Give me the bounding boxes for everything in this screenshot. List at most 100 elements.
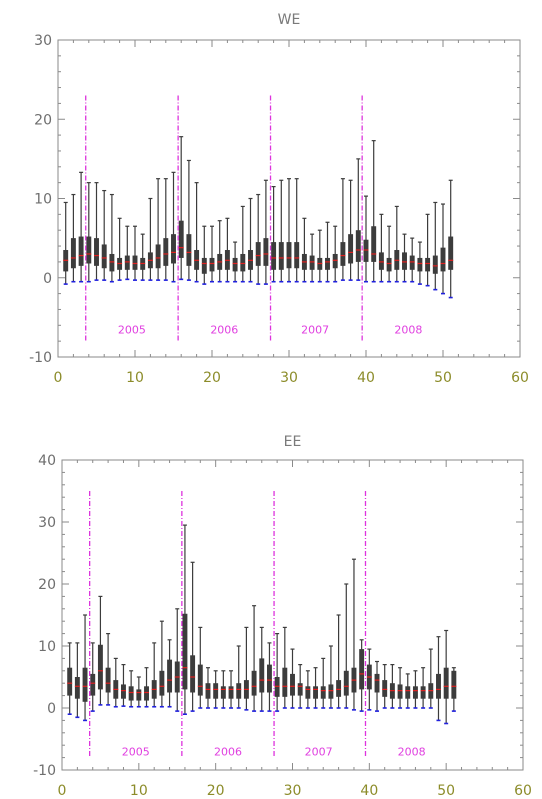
plot2-box xyxy=(197,664,203,696)
plot1-box xyxy=(378,252,384,270)
plot1-box xyxy=(101,244,107,269)
plot2-box xyxy=(121,684,126,699)
plot2-box xyxy=(374,673,380,693)
plot2-box xyxy=(182,613,188,690)
plot2-box xyxy=(67,667,73,696)
plot2-box xyxy=(266,664,272,693)
plot2-title: EE xyxy=(284,434,302,450)
plot1-year-label: 2008 xyxy=(394,323,422,336)
plot1-box xyxy=(94,238,99,266)
plot1-box xyxy=(86,236,92,264)
plot1-box xyxy=(70,238,76,269)
plot2-box xyxy=(74,677,80,699)
plot2-box xyxy=(397,684,403,699)
plot1-box xyxy=(425,257,431,272)
plot1-box xyxy=(417,257,423,272)
plot1-xtick-label: 60 xyxy=(511,370,529,386)
plot1-box xyxy=(278,242,284,270)
plot2-box xyxy=(205,683,211,699)
plot1-year-label: 2007 xyxy=(301,323,329,336)
plot1-box xyxy=(294,242,300,269)
plot2-xtick-label: 60 xyxy=(514,783,532,799)
plot1-box xyxy=(386,257,392,272)
plot1-box xyxy=(448,236,454,270)
plot1-box xyxy=(171,234,176,264)
plot1-box xyxy=(355,230,361,262)
plot2-box xyxy=(167,659,173,693)
plot2-box xyxy=(144,686,149,701)
plot2-box xyxy=(90,673,96,696)
plot1-ytick-label: 20 xyxy=(34,112,52,128)
plot2-box xyxy=(359,649,365,690)
plot1-box xyxy=(432,255,438,274)
plot1-box xyxy=(309,255,315,270)
plot2-ytick-label: 10 xyxy=(38,639,56,655)
plot2-box xyxy=(436,673,441,699)
plot1-box xyxy=(332,253,338,269)
plot2-xtick-label: 30 xyxy=(284,783,302,799)
plot1-box xyxy=(255,242,261,266)
plot1-box xyxy=(440,247,446,272)
plot1-ytick-label: 30 xyxy=(34,33,52,49)
plot2-box xyxy=(405,686,411,699)
plot2-xtick-label: 40 xyxy=(360,783,378,799)
plot1-box xyxy=(132,255,138,270)
plot2-box xyxy=(320,686,326,699)
plot1-box xyxy=(286,242,292,269)
plot1-ytick-label: 0 xyxy=(43,271,52,287)
plot1-ytick-label: 10 xyxy=(34,192,52,208)
plot1-box xyxy=(402,252,407,270)
plot1-ytick-label: -10 xyxy=(29,350,52,366)
plot1-xtick-label: 10 xyxy=(126,370,144,386)
plot1-box xyxy=(409,255,415,270)
plot2-ytick-label: 40 xyxy=(38,453,56,469)
plot2-box xyxy=(190,655,196,693)
plot1-box xyxy=(271,242,277,270)
plot2-box xyxy=(420,686,426,699)
plot1-box xyxy=(186,234,192,266)
plot2-box xyxy=(251,670,257,696)
plot2-box xyxy=(451,670,457,699)
plot2-box xyxy=(105,667,111,693)
plot2-box xyxy=(343,670,349,696)
plot2-box xyxy=(97,644,103,690)
plot2-box xyxy=(228,686,234,699)
plot2-box xyxy=(290,673,295,696)
plot1-box xyxy=(371,226,377,262)
plot1-box xyxy=(201,257,207,274)
plot1-box xyxy=(348,234,354,264)
plot2-ytick-label: -10 xyxy=(33,763,56,779)
plot1-box xyxy=(325,257,330,270)
plot1-box xyxy=(340,242,346,266)
plot2-box xyxy=(213,683,219,699)
plot1-box xyxy=(178,220,184,258)
plot2-frame xyxy=(61,459,524,771)
plot2-box xyxy=(282,667,288,697)
plot2-box xyxy=(336,680,342,697)
plot2-xtick-label: 50 xyxy=(437,783,455,799)
plot2-xtick-label: 0 xyxy=(58,783,67,799)
plot2-ytick-label: 20 xyxy=(38,577,56,593)
plot2-ytick-label: 0 xyxy=(47,701,56,717)
plot2-box xyxy=(443,667,449,699)
plot2-box xyxy=(297,683,303,696)
plot2-box xyxy=(313,686,319,699)
plot1-box xyxy=(78,236,84,266)
plot2-year-label: 2008 xyxy=(398,745,426,758)
plot2-box xyxy=(82,667,88,702)
plot1-box xyxy=(155,244,161,269)
plot1-xtick-label: 20 xyxy=(203,370,221,386)
plot1-box xyxy=(209,257,215,272)
plot1-title: WE xyxy=(278,12,301,28)
plot2-box xyxy=(220,686,226,699)
plot1-year-label: 2006 xyxy=(210,323,238,336)
plot1-box xyxy=(163,238,169,266)
plot1-box xyxy=(124,255,130,270)
plot1-year-label: 2005 xyxy=(118,323,146,336)
plot2-xtick-label: 20 xyxy=(207,783,225,799)
plot1-box xyxy=(263,238,269,266)
plot1-xtick-label: 30 xyxy=(280,370,298,386)
plot1-box xyxy=(363,239,369,262)
plot2-year-label: 2006 xyxy=(214,745,242,758)
